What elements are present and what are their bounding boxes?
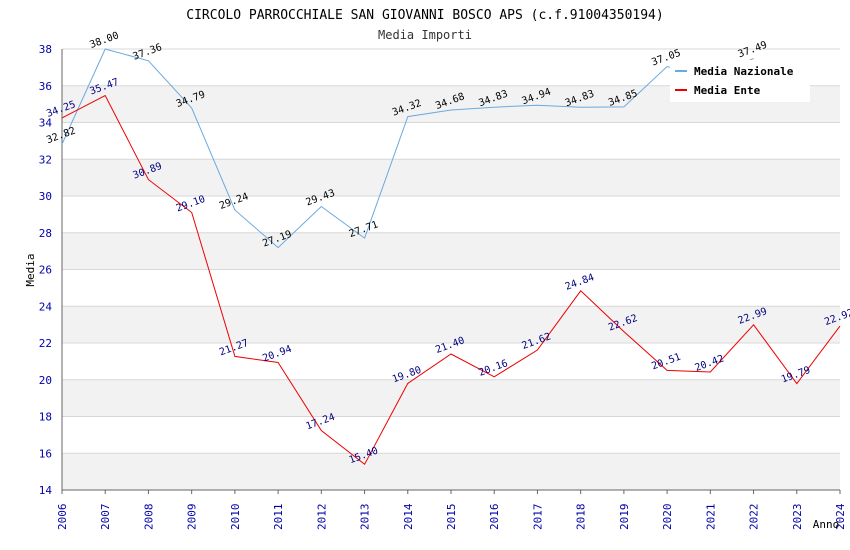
data-label-ente: 20.42: [693, 353, 725, 374]
x-tick-labels: 2006 2007 2008 2009 2010 2011 2012 2013 2014 2015…: [56, 503, 847, 530]
x-tick-label: 2011: [272, 504, 285, 531]
data-label-nazionale: 37.36: [132, 42, 164, 63]
data-label-ente: 24.84: [564, 272, 596, 293]
x-tick-label: 2008: [142, 504, 155, 531]
x-axis-label: Anno: [813, 518, 840, 531]
plot-band: [62, 453, 840, 490]
x-tick-label: 2024: [834, 503, 847, 530]
x-tick-label: 2007: [99, 504, 112, 531]
y-tick-label: 14: [39, 484, 53, 497]
x-tick-label: 2014: [402, 503, 415, 530]
y-tick-label: 16: [39, 447, 52, 460]
series-line-media-nazionale: [61, 48, 754, 249]
plot-band: [62, 306, 840, 343]
plot-bands: [62, 85, 840, 490]
data-label-ente: 20.94: [261, 344, 293, 365]
x-tick-label: 2020: [661, 504, 674, 531]
y-tick-label: 34: [39, 117, 53, 130]
x-tick-label: 2012: [315, 504, 328, 531]
y-tick-label: 26: [39, 264, 52, 277]
chart-title: CIRCOLO PARROCCHIALE SAN GIOVANNI BOSCO …: [186, 8, 663, 23]
y-tick-label: 32: [39, 153, 52, 166]
plot-band: [62, 232, 840, 270]
data-label-nazionale: 38.00: [88, 30, 120, 51]
x-tick-label: 2023: [791, 504, 804, 531]
y-tick-label: 24: [39, 300, 53, 313]
legend-entry: Media Nazionale: [694, 65, 794, 78]
y-tick-label: 38: [39, 43, 52, 56]
x-tick-label: 2016: [488, 504, 501, 531]
y-tick-label: 28: [39, 227, 52, 240]
chart-subtitle: Media Importi: [378, 28, 472, 42]
legend-box: [670, 60, 810, 102]
x-tick-label: 2009: [186, 504, 199, 531]
x-tick-label: 2013: [359, 504, 372, 531]
plot-band: [62, 379, 840, 417]
x-tick-label: 2019: [618, 504, 631, 531]
x-tick-label: 2010: [229, 504, 242, 531]
x-tick-label: 2018: [575, 504, 588, 531]
series-lines: [61, 48, 841, 466]
axes: [61, 49, 841, 494]
x-tick-label: 2017: [531, 504, 544, 531]
legend-entry: Media Ente: [694, 84, 761, 97]
y-axis-label: Media: [24, 253, 37, 286]
plot-band: [62, 159, 840, 196]
y-tick-label: 22: [39, 337, 52, 350]
series-line-media-ente: [61, 94, 841, 466]
x-tick-label: 2022: [748, 504, 761, 531]
y-tick-labels: 14 16 18 20 22 24 26 28 30 32 34 36 38: [39, 43, 53, 497]
y-tick-label: 18: [39, 411, 52, 424]
x-tick-label: 2006: [56, 504, 69, 531]
data-label-ente: 20.16: [477, 358, 509, 379]
x-tick-label: 2015: [445, 504, 458, 531]
y-tick-label: 30: [39, 190, 52, 203]
x-tick-label: 2021: [704, 504, 717, 531]
data-label-nazionale: 37.49: [737, 40, 769, 61]
grid-lines: [62, 48, 840, 491]
y-tick-label: 36: [39, 80, 52, 93]
legend: Media Nazionale Media Ente: [670, 60, 810, 102]
y-tick-label: 20: [39, 374, 52, 387]
